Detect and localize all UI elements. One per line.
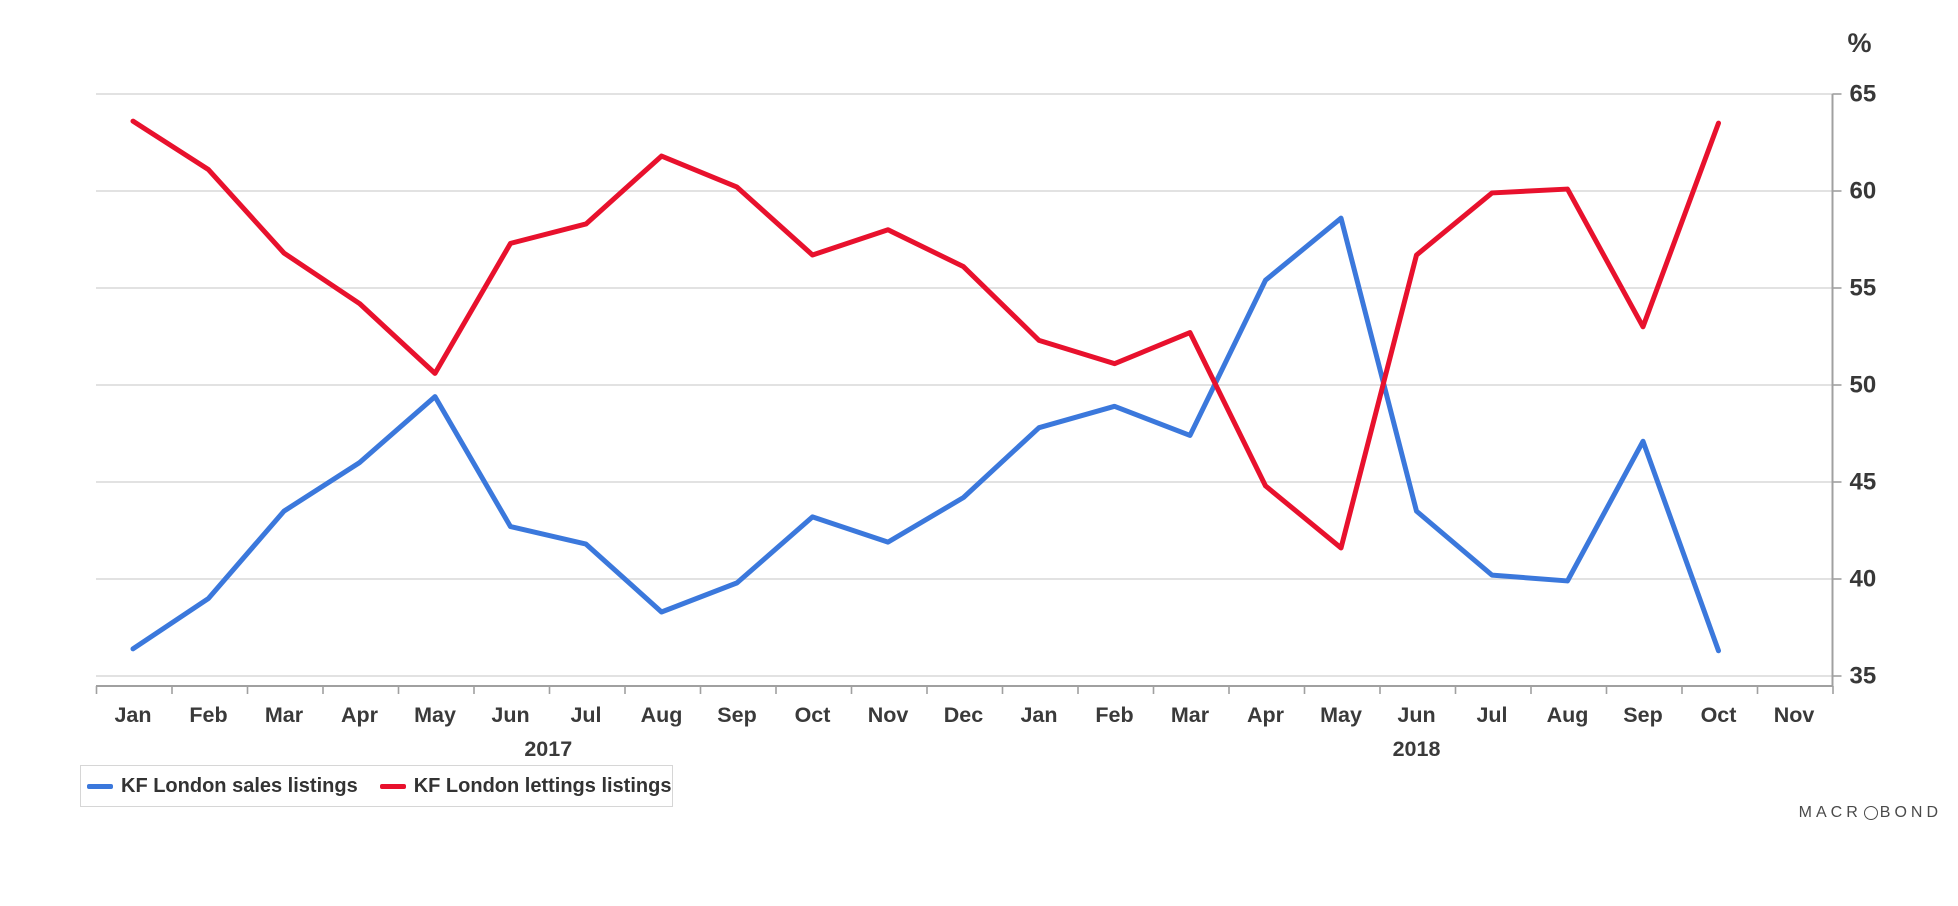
logo-text-left: MACR: [1798, 804, 1862, 821]
legend-item-sales[interactable]: KF London sales listings: [87, 775, 358, 798]
y-tick-label: 40: [1850, 566, 1877, 593]
x-month-label: Mar: [1171, 703, 1210, 727]
x-month-label: Aug: [641, 703, 683, 727]
x-month-label: Jul: [1476, 703, 1507, 727]
y-tick-label: 45: [1850, 469, 1877, 496]
sales-line-series: [130, 215, 1721, 654]
legend-item-lettings[interactable]: KF London lettings listings: [379, 774, 672, 798]
x-month-label: Apr: [341, 703, 379, 727]
y-tick-label: 65: [1850, 81, 1877, 108]
x-month-label: Dec: [944, 703, 983, 727]
x-month-label: Nov: [868, 703, 909, 727]
x-month-label: Jul: [570, 703, 601, 727]
x-month-label: Jun: [1397, 703, 1435, 727]
x-month-label: Apr: [1247, 703, 1285, 727]
lettings-line-swatch: [379, 783, 406, 789]
x-month-label: Oct: [1701, 703, 1737, 727]
x-year-label: 2018: [1393, 737, 1441, 761]
x-month-label: May: [414, 703, 456, 727]
x-month-label: May: [1320, 703, 1362, 727]
x-month-label: Feb: [1095, 703, 1133, 727]
x-month-label: Nov: [1774, 703, 1815, 727]
x-month-label: Mar: [265, 703, 304, 727]
x-month-label: Feb: [189, 703, 227, 727]
x-month-label: Aug: [1547, 703, 1589, 727]
logo-text-right: BOND: [1879, 804, 1942, 821]
x-month-label: Sep: [717, 703, 756, 727]
y-tick-label: 55: [1850, 275, 1877, 302]
x-month-label: Jan: [1020, 703, 1057, 727]
legend-label-sales: KF London sales listings: [121, 774, 358, 797]
y-axis-unit-label: %: [1848, 28, 1872, 58]
x-month-label: Oct: [795, 703, 831, 727]
x-month-label: Jun: [491, 703, 529, 727]
y-tick-label: 50: [1850, 372, 1877, 399]
x-month-label: Jan: [114, 703, 151, 727]
logo-circle-icon: [1863, 806, 1878, 820]
x-month-label: Sep: [1623, 703, 1662, 727]
x-year-label: 2017: [524, 737, 572, 761]
sales-line-swatch: [87, 783, 113, 789]
macrobond-logo: MACR BOND: [1799, 804, 1942, 822]
y-tick-label: 35: [1850, 663, 1877, 690]
legend-label-lettings: KF London lettings listings: [413, 774, 672, 797]
lettings-line-series: [130, 118, 1721, 551]
y-tick-label: 60: [1850, 178, 1877, 205]
legend: KF London sales listings KF London letti…: [80, 765, 673, 807]
